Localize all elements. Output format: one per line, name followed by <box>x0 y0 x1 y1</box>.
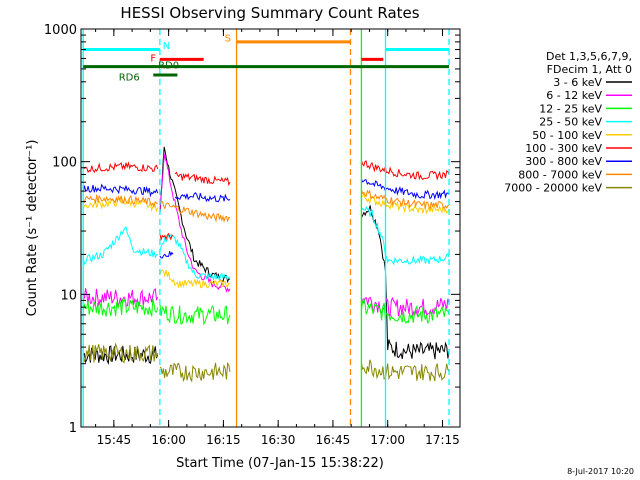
flag-n: N <box>83 41 450 52</box>
series-100-300-kev-segment-3 <box>360 160 450 181</box>
series-3-6-kev-segment-0 <box>82 345 159 366</box>
x-tick-label: 15:45 <box>97 433 132 447</box>
series-100-300-kev <box>82 160 450 242</box>
x-tick-label: 16:00 <box>151 433 186 447</box>
series-50-100-kev-segment-2 <box>361 192 450 215</box>
legend-label-7000-20000-kev: 7000 - 20000 keV <box>504 182 602 195</box>
legend-header-1: FDecim 1, Att 0 <box>547 63 632 76</box>
legend: Det 1,3,5,6,7,9,FDecim 1, Att 03 - 6 keV… <box>504 50 632 195</box>
legend-label-6-12-kev: 6 - 12 keV <box>546 89 602 102</box>
chart-title: HESSI Observing Summary Count Rates <box>120 4 419 22</box>
series-50-100-kev-segment-1 <box>159 269 231 289</box>
series-800-7000-kev-segment-1 <box>159 200 230 224</box>
flag-rd6-label: RD6 <box>119 72 140 83</box>
y-tick-label: 1 <box>69 421 77 436</box>
series-800-7000-kev-segment-0 <box>83 194 158 209</box>
series-50-100-kev <box>82 192 450 289</box>
series-300-800-kev-segment-3 <box>360 178 450 201</box>
legend-label-12-25-kev: 12 - 25 keV <box>539 102 602 115</box>
y-axis-label: Count Rate (s⁻¹ detector⁻¹) <box>25 140 40 317</box>
series-25-50-kev <box>82 205 450 283</box>
series-6-12-kev-segment-0 <box>82 287 159 308</box>
series-3-6-kev-segment-2 <box>360 205 450 360</box>
x-tick-label: 17:00 <box>370 433 405 447</box>
legend-label-50-100-kev: 50 - 100 keV <box>532 129 602 142</box>
series-6-12-kev-segment-1 <box>159 153 231 293</box>
series-300-800-kev-segment-0 <box>82 183 159 198</box>
vline-layer <box>82 29 450 427</box>
flag-rd0: RD0 <box>83 61 450 72</box>
series-100-300-kev-segment-2 <box>174 171 231 187</box>
series-300-800-kev-segment-2 <box>174 191 231 203</box>
axis-layer: 15:45 16:00 16:15 16:30 16:45 17:00 17:15 1 10 10… <box>44 23 460 447</box>
legend-label-25-50-kev: 25 - 50 keV <box>539 116 602 129</box>
series-25-50-kev-segment-0 <box>82 226 158 265</box>
flag-rd6: RD6 <box>119 72 178 83</box>
flag-f: F <box>150 53 384 64</box>
legend-label-3-6-kev: 3 - 6 keV <box>553 76 602 89</box>
x-tick-label: 16:15 <box>206 433 241 447</box>
flag-s-label: S <box>225 34 231 45</box>
series-12-25-kev-segment-2 <box>360 297 450 324</box>
y-tick-label: 1000 <box>44 23 77 38</box>
y-tick-label: 10 <box>60 288 77 303</box>
flag-rd0-label: RD0 <box>158 61 179 72</box>
plot-frame <box>80 28 461 428</box>
series-800-7000-kev <box>83 189 450 224</box>
legend-label-300-800-kev: 300 - 800 keV <box>525 155 602 168</box>
series-7000-20000-kev-segment-1 <box>159 361 231 383</box>
series-6-12-kev <box>82 153 450 318</box>
series-12-25-kev-segment-1 <box>159 302 231 326</box>
series-layer <box>82 146 450 383</box>
series-800-7000-kev-segment-2 <box>360 189 450 210</box>
series-300-800-kev-segment-1 <box>159 251 174 259</box>
x-tick-label: 16:45 <box>316 433 351 447</box>
series-12-25-kev-segment-0 <box>82 297 159 317</box>
x-axis-label: Start Time (07-Jan-15 15:38:22) <box>176 456 384 471</box>
series-7000-20000-kev <box>82 342 450 383</box>
flag-n-label: N <box>163 41 170 52</box>
series-12-25-kev <box>82 297 450 326</box>
legend-label-800-7000-kev: 800 - 7000 keV <box>518 168 602 181</box>
y-tick-label: 100 <box>52 156 77 171</box>
series-3-6-kev-segment-1 <box>159 146 231 284</box>
x-tick-label: 16:30 <box>261 433 296 447</box>
plot-timestamp: 8-Jul-2017 10:20 <box>567 467 634 476</box>
series-7000-20000-kev-segment-0 <box>82 342 159 364</box>
x-tick-label: 17:15 <box>425 433 460 447</box>
series-7000-20000-kev-segment-2 <box>360 359 450 382</box>
series-100-300-kev-segment-1 <box>159 232 174 242</box>
flag-f-label: F <box>150 53 156 64</box>
series-3-6-kev <box>82 146 450 366</box>
series-25-50-kev-segment-2 <box>360 205 450 266</box>
series-100-300-kev-segment-0 <box>82 161 159 174</box>
legend-header-0: Det 1,3,5,6,7,9, <box>546 50 632 63</box>
flag-s: S <box>225 34 351 45</box>
legend-label-100-300-kev: 100 - 300 keV <box>525 142 602 155</box>
series-300-800-kev <box>82 178 450 259</box>
series-25-50-kev-segment-1 <box>159 233 231 283</box>
